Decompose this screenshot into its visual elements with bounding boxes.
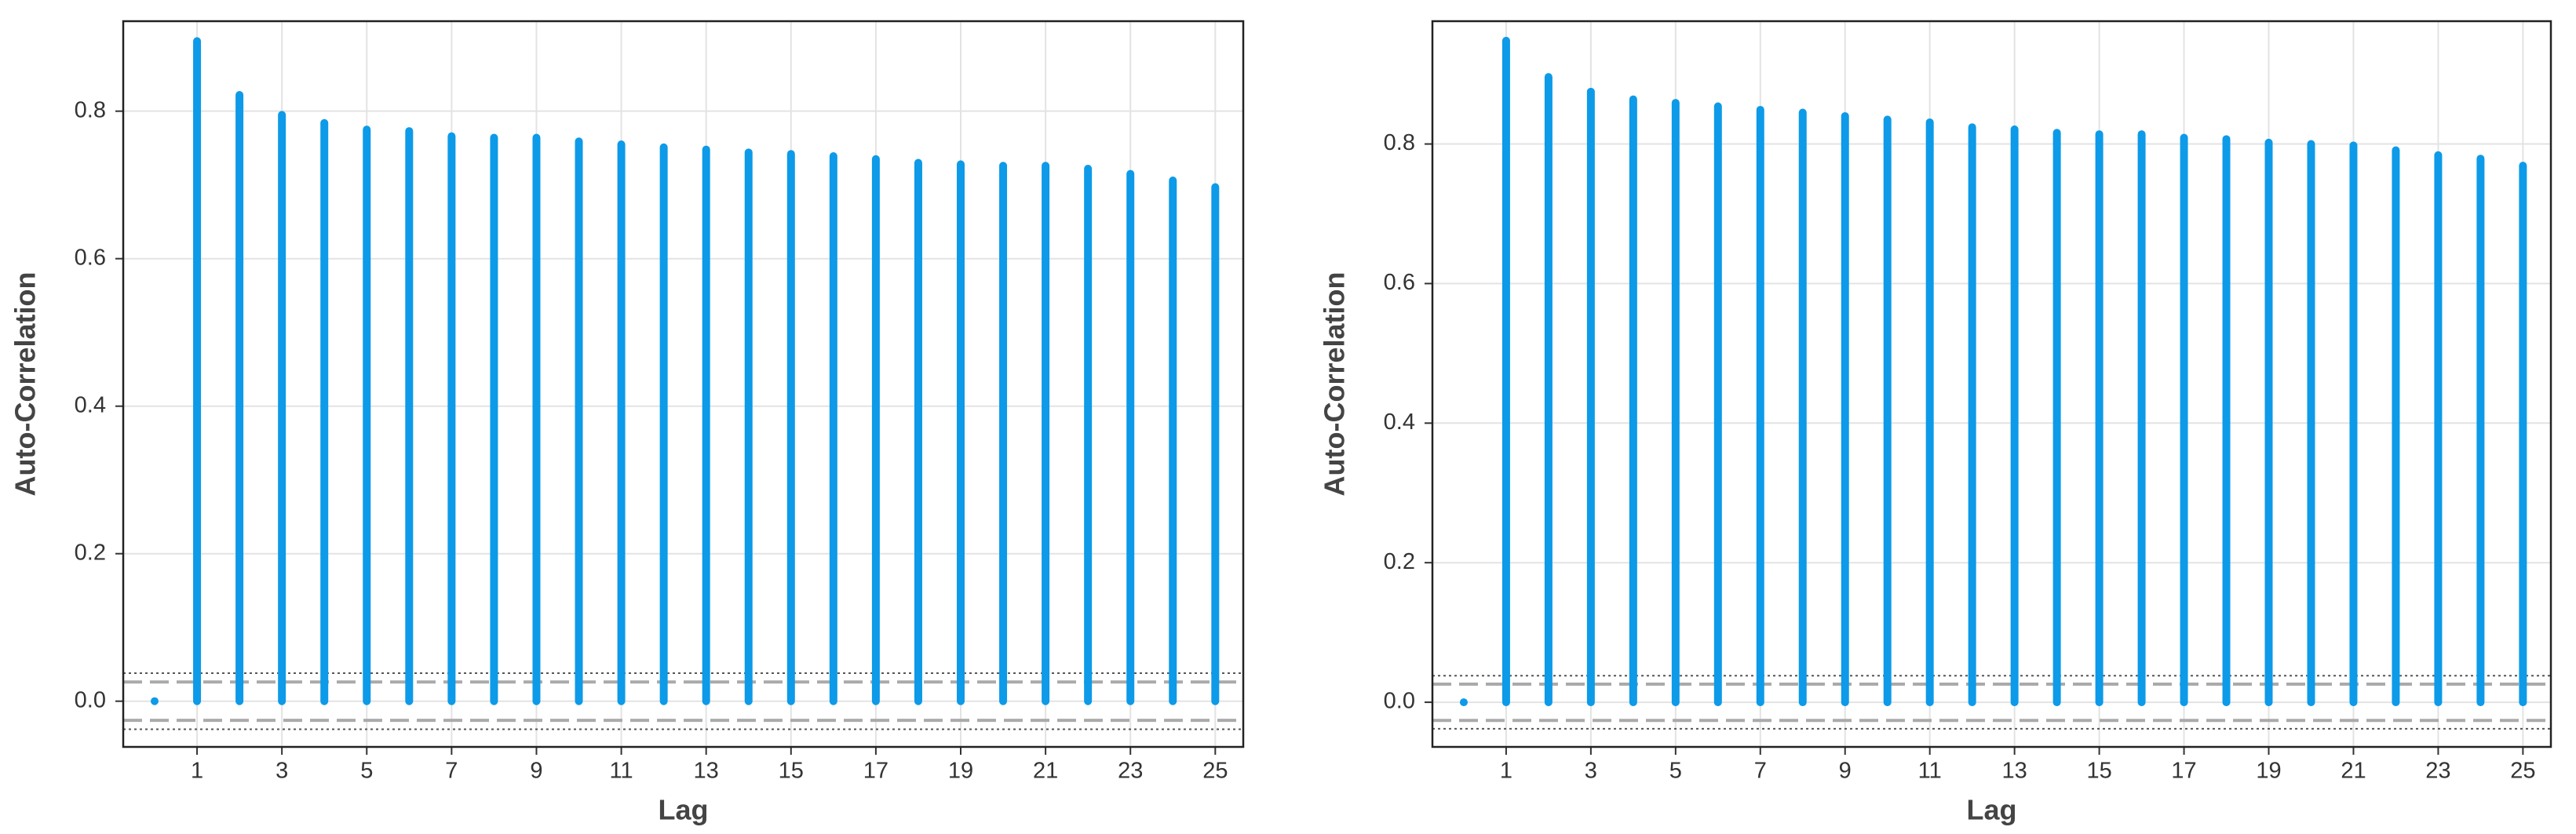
plot-frame <box>122 20 1245 748</box>
x-tick-label: 13 <box>2002 759 2027 784</box>
x-tick-label: 9 <box>1839 759 1852 784</box>
x-tick-label: 17 <box>2171 759 2196 784</box>
x-tick-label: 21 <box>2341 759 2366 784</box>
x-tick-label: 13 <box>694 759 719 784</box>
x-axis-label: Lag <box>658 794 708 826</box>
x-tick-label: 17 <box>863 759 888 784</box>
y-tick-label: 0.8 <box>75 97 106 122</box>
x-tick-label: 3 <box>275 759 288 784</box>
x-tick-label: 5 <box>360 759 373 784</box>
x-tick-label: 5 <box>1669 759 1682 784</box>
y-axis-label: Auto-Correlation <box>9 272 42 497</box>
x-tick-label: 1 <box>1500 759 1512 784</box>
x-tick-label: 23 <box>1118 759 1143 784</box>
x-tick-label: 19 <box>948 759 973 784</box>
x-tick-label: 19 <box>2256 759 2281 784</box>
x-tick-label: 25 <box>2510 759 2535 784</box>
x-axis-label: Lag <box>1966 794 2016 826</box>
x-tick-label: 11 <box>1918 759 1942 784</box>
x-tick-label: 15 <box>2086 759 2111 784</box>
x-tick-label: 23 <box>2425 759 2450 784</box>
y-axis-label: Auto-Correlation <box>1319 272 1351 497</box>
x-tick-label: 9 <box>530 759 542 784</box>
x-tick-label: 21 <box>1033 759 1058 784</box>
x-tick-label: 7 <box>445 759 458 784</box>
plot-frame <box>1431 20 2552 748</box>
y-tick-label: 0.0 <box>75 687 106 712</box>
y-tick-label: 0.6 <box>1384 270 1415 295</box>
y-tick-label: 0.8 <box>1384 130 1415 155</box>
x-tick-label: 25 <box>1202 759 1228 784</box>
y-tick-label: 0.4 <box>75 392 106 417</box>
y-tick-label: 0.0 <box>1384 689 1415 714</box>
x-tick-label: 7 <box>1754 759 1767 784</box>
x-tick-label: 3 <box>1585 759 1597 784</box>
y-tick-label: 0.2 <box>75 540 106 565</box>
x-tick-label: 15 <box>779 759 804 784</box>
x-tick-label: 11 <box>610 759 633 784</box>
y-tick-label: 0.2 <box>1384 549 1415 574</box>
x-tick-label: 1 <box>191 759 203 784</box>
y-tick-label: 0.6 <box>75 245 106 270</box>
y-tick-label: 0.4 <box>1384 410 1415 435</box>
